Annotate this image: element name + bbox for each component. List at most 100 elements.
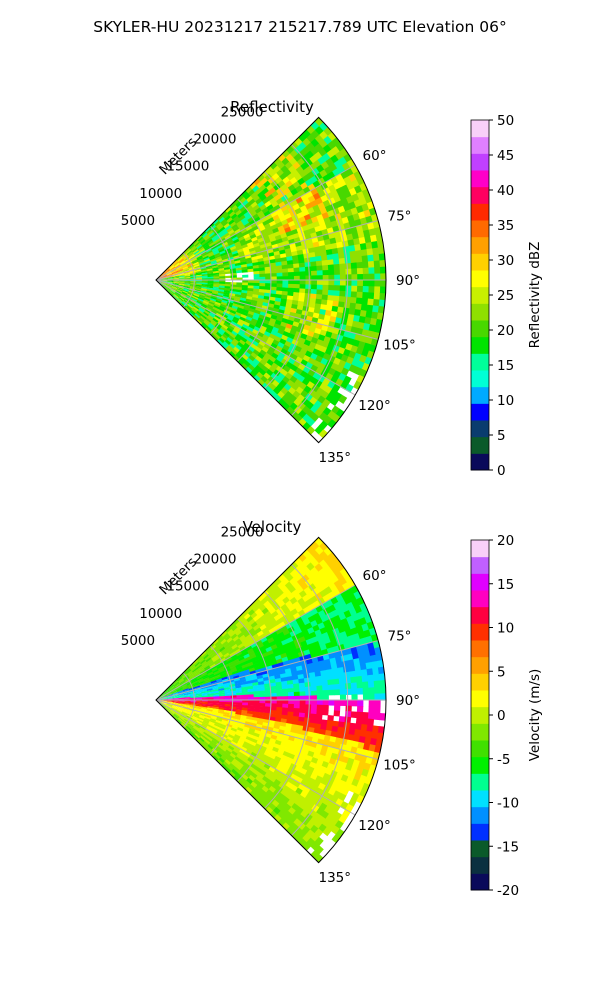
- heatmap-cell: [219, 328, 226, 334]
- heatmap-cell: [349, 722, 357, 730]
- heatmap-cell: [360, 249, 368, 257]
- heatmap-cell: [250, 210, 258, 218]
- heatmap-cell: [211, 308, 219, 314]
- heatmap-cell: [166, 271, 172, 275]
- heatmap-cell: [176, 266, 183, 270]
- heatmap-cell: [160, 692, 166, 697]
- heatmap-cell: [208, 241, 216, 247]
- radial-tick-label: 10000: [139, 606, 182, 622]
- heatmap-cell: [251, 236, 259, 243]
- heatmap-cell: [225, 206, 232, 214]
- heatmap-cell: [281, 294, 288, 300]
- heatmap-cell: [247, 700, 255, 704]
- heatmap-cell: [318, 733, 326, 741]
- colorbar-swatch: [471, 386, 489, 404]
- heatmap-cell: [217, 292, 224, 297]
- heatmap-cell: [225, 224, 232, 231]
- heatmap-cell: [264, 286, 272, 291]
- heatmap-cell: [366, 248, 374, 256]
- heatmap-cell: [283, 618, 292, 626]
- heatmap-cell: [322, 684, 329, 691]
- heatmap-cell: [303, 717, 311, 723]
- heatmap-cell: [189, 301, 196, 306]
- heatmap-cell: [177, 287, 184, 291]
- heatmap-cell: [324, 309, 332, 317]
- heatmap-cell: [280, 348, 288, 356]
- heatmap-cell: [222, 311, 230, 317]
- heatmap-cell: [192, 735, 199, 742]
- heatmap-cell: [208, 721, 216, 726]
- heatmap-cell: [236, 321, 244, 327]
- azimuth-spoke: [155, 699, 356, 816]
- heatmap-cell: [219, 693, 226, 697]
- heatmap-cell: [184, 277, 191, 280]
- heatmap-cell: [365, 336, 373, 345]
- heatmap-cell: [231, 204, 239, 212]
- heatmap-cell: [333, 705, 341, 712]
- heatmap-cell: [348, 664, 356, 673]
- heatmap-cell: [362, 267, 370, 275]
- heatmap-cell: [184, 307, 190, 313]
- heatmap-cell: [259, 203, 268, 211]
- heatmap-cell: [178, 677, 184, 683]
- heatmap-cell: [379, 679, 387, 688]
- heatmap-cell: [166, 284, 173, 288]
- heatmap-cell: [328, 274, 335, 281]
- heatmap-cell: [331, 247, 339, 255]
- heatmap-cell: [327, 290, 335, 297]
- heatmap-cell: [215, 242, 223, 248]
- heatmap-cell: [216, 310, 224, 316]
- heatmap-cell: [208, 322, 215, 329]
- heatmap-cell: [318, 638, 326, 647]
- heatmap-cell: [264, 269, 272, 274]
- heatmap-cell: [314, 250, 322, 258]
- heatmap-cell: [288, 691, 295, 697]
- heatmap-cell: [217, 712, 224, 717]
- heatmap-cell: [220, 735, 228, 741]
- heatmap-cell: [220, 746, 227, 752]
- heatmap-cell: [195, 303, 202, 308]
- heatmap-cell: [262, 754, 270, 761]
- heatmap-cell: [177, 269, 184, 273]
- heatmap-cell: [217, 741, 224, 747]
- heatmap-cell: [172, 679, 178, 685]
- heatmap-cell: [199, 263, 206, 267]
- heatmap-cell: [254, 187, 263, 196]
- heatmap-cell: [260, 745, 268, 752]
- heatmap-cell: [197, 318, 204, 324]
- heatmap-cell: [347, 239, 355, 247]
- heatmap-cell: [207, 274, 214, 278]
- heatmap-cell: [258, 709, 266, 714]
- heatmap-cell: [270, 630, 278, 638]
- heatmap-cell: [196, 739, 203, 746]
- heatmap-cell: [188, 723, 195, 728]
- colorbar-tick-label: 45: [497, 148, 514, 164]
- heatmap-cell: [265, 700, 272, 704]
- heatmap-cell: [245, 786, 253, 795]
- heatmap-cell: [259, 703, 266, 707]
- colorbar-swatch: [471, 370, 489, 388]
- heatmap-cell: [200, 323, 207, 330]
- heatmap-cell: [241, 190, 249, 198]
- heatmap-cell: [257, 751, 265, 758]
- heatmap-cell: [204, 327, 211, 334]
- heatmap-cell: [160, 283, 166, 288]
- heatmap-cell: [290, 199, 299, 207]
- heatmap-cell: [164, 268, 170, 273]
- heatmap-cell: [278, 351, 286, 360]
- heatmap-cell: [195, 270, 202, 274]
- heatmap-cell: [257, 237, 265, 243]
- heatmap-cell: [379, 266, 386, 275]
- heatmap-cell: [338, 716, 346, 723]
- heatmap-cell: [215, 256, 222, 261]
- heatmap-cell: [161, 278, 168, 280]
- heatmap-cell: [333, 269, 341, 276]
- heatmap-cell: [160, 272, 166, 277]
- heatmap-cell: [319, 223, 328, 231]
- heatmap-cell: [259, 273, 266, 278]
- heatmap-cell: [217, 262, 224, 266]
- heatmap-cell: [350, 256, 357, 264]
- heatmap-cell: [264, 352, 272, 360]
- heatmap-cell: [233, 627, 241, 634]
- heatmap-cell: [332, 300, 340, 308]
